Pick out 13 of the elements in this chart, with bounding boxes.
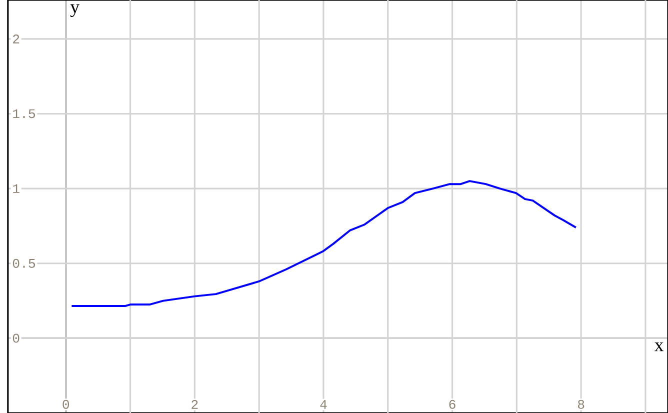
y-tick-label: 0.5 — [12, 258, 36, 268]
y-tick-label: 0 — [12, 334, 20, 343]
x-tick-label: 2 — [192, 400, 198, 409]
line-series — [70, 180, 577, 308]
x-tick-label: 6 — [449, 400, 456, 409]
x-axis-title: x — [654, 342, 664, 352]
y-axis-title: y — [70, 4, 80, 17]
y-tick-label: 2 — [13, 34, 20, 44]
y-tick-label: 1.5 — [13, 109, 36, 118]
y-tick-label: 1 — [13, 184, 20, 193]
x-tick-label: 0 — [62, 400, 70, 409]
x-tick-label: 8 — [578, 400, 584, 409]
x-tick-label: 4 — [320, 400, 327, 409]
